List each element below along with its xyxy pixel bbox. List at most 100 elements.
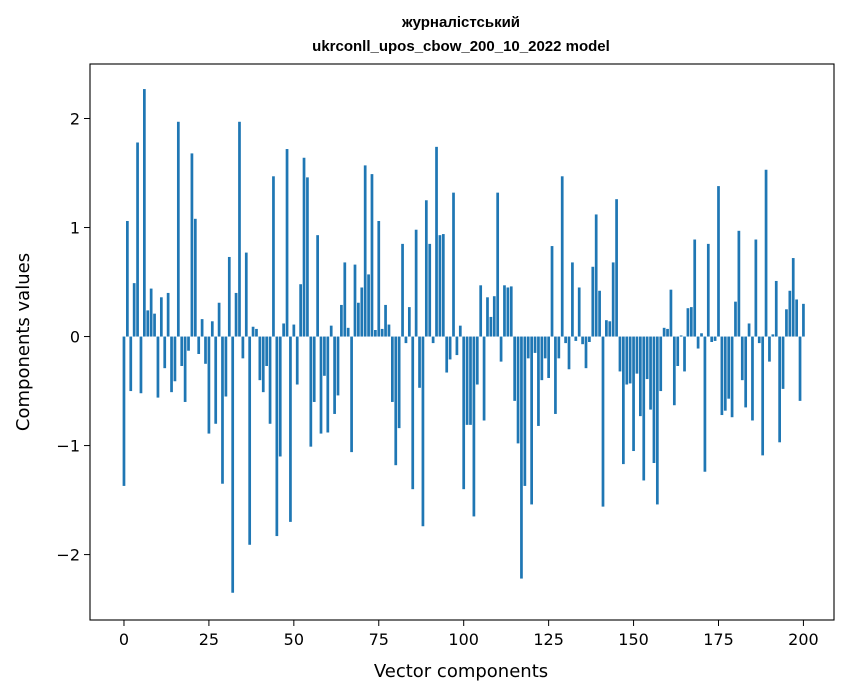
bar-20 xyxy=(190,153,194,337)
bar-31 xyxy=(227,256,231,337)
bar-92 xyxy=(435,146,438,337)
bar-35 xyxy=(241,336,245,359)
bar-196 xyxy=(788,290,792,337)
bar-72 xyxy=(367,274,370,337)
bar-157 xyxy=(655,336,659,505)
bar-104 xyxy=(475,336,479,385)
bar-22 xyxy=(197,336,201,354)
bar-39 xyxy=(255,328,258,337)
bar-96 xyxy=(448,336,452,360)
bar-47 xyxy=(282,323,285,337)
bar-166 xyxy=(686,308,690,337)
bar-150 xyxy=(632,336,635,452)
bar-113 xyxy=(506,287,510,337)
bar-128 xyxy=(557,336,561,359)
bar-139 xyxy=(594,214,598,337)
bar-165 xyxy=(683,336,686,372)
bar-186 xyxy=(754,239,758,337)
x-tick-label-200: 200 xyxy=(788,630,819,649)
bar-44 xyxy=(272,176,275,337)
bar-129 xyxy=(560,176,564,337)
axis-ticks: 0 25 50 75 100 125 150 175 200 −2 −1 0 1 2 xyxy=(56,110,818,649)
bar-87 xyxy=(418,336,421,388)
bar-148 xyxy=(625,336,629,385)
x-tick-label-50: 50 xyxy=(284,630,304,649)
bar-51 xyxy=(295,336,299,385)
bar-174 xyxy=(713,336,717,341)
bar-142 xyxy=(605,320,608,337)
bar-75 xyxy=(377,220,381,337)
bar-89 xyxy=(424,200,428,337)
bar-137 xyxy=(588,336,591,342)
bar-134 xyxy=(577,287,581,337)
bar-61 xyxy=(329,325,333,337)
chart-title-line-1: журналістський xyxy=(401,14,520,31)
bar-161 xyxy=(669,289,673,337)
bar-62 xyxy=(333,336,336,414)
bar-110 xyxy=(496,192,500,337)
bar-5 xyxy=(139,336,143,394)
bar-93 xyxy=(438,235,442,337)
bar-143 xyxy=(608,321,612,337)
bar-135 xyxy=(581,336,584,345)
x-tick-label-125: 125 xyxy=(533,630,564,649)
bar-191 xyxy=(771,334,775,337)
y-tick-label-2: 0 xyxy=(70,328,80,347)
x-axis-label: Vector components xyxy=(374,661,548,682)
bar-90 xyxy=(428,243,432,337)
bar-54 xyxy=(306,177,309,337)
bar-27 xyxy=(214,336,218,424)
bar-180 xyxy=(734,301,737,337)
bar-102 xyxy=(469,336,472,425)
y-axis-label: Components values xyxy=(13,253,34,431)
bar-42 xyxy=(265,336,269,366)
bar-101 xyxy=(465,336,469,425)
bar-160 xyxy=(666,328,669,337)
bar-32 xyxy=(231,336,235,593)
y-tick-label-0: −2 xyxy=(56,546,80,565)
bar-23 xyxy=(200,319,204,337)
bar-140 xyxy=(598,290,601,337)
bar-18 xyxy=(183,336,187,402)
bar-187 xyxy=(757,336,761,344)
bar-147 xyxy=(622,336,625,465)
bar-103 xyxy=(472,336,476,517)
bar-130 xyxy=(564,336,567,344)
bar-145 xyxy=(615,199,618,337)
bar-91 xyxy=(431,336,435,344)
bar-114 xyxy=(509,286,513,337)
bar-117 xyxy=(520,336,523,579)
x-tick-label-0: 0 xyxy=(119,630,129,649)
bar-55 xyxy=(309,336,313,447)
bar-86 xyxy=(414,229,418,337)
bar-15 xyxy=(173,336,177,382)
bar-116 xyxy=(516,336,520,444)
bar-193 xyxy=(778,336,781,443)
bar-169 xyxy=(696,336,700,349)
bar-190 xyxy=(768,336,771,362)
bar-106 xyxy=(482,336,486,421)
bar-0 xyxy=(122,336,126,486)
bar-45 xyxy=(275,336,279,537)
bar-6 xyxy=(143,89,146,337)
bar-126 xyxy=(550,246,554,337)
bar-123 xyxy=(540,336,544,381)
plot-frame xyxy=(89,63,835,621)
bar-21 xyxy=(193,218,197,337)
bar-125 xyxy=(547,336,550,378)
bar-152 xyxy=(639,336,642,417)
bar-118 xyxy=(523,336,527,486)
bar-153 xyxy=(642,336,646,481)
bar-73 xyxy=(370,174,374,337)
bar-49 xyxy=(289,336,292,522)
bar-13 xyxy=(166,292,170,337)
bar-144 xyxy=(611,262,615,337)
bar-63 xyxy=(336,336,340,396)
bar-50 xyxy=(292,324,296,337)
bar-10 xyxy=(156,336,160,398)
x-tick-label-100: 100 xyxy=(448,630,479,649)
bar-163 xyxy=(676,336,680,366)
bar-84 xyxy=(407,307,411,337)
bar-170 xyxy=(700,333,703,337)
bar-41 xyxy=(261,336,265,393)
